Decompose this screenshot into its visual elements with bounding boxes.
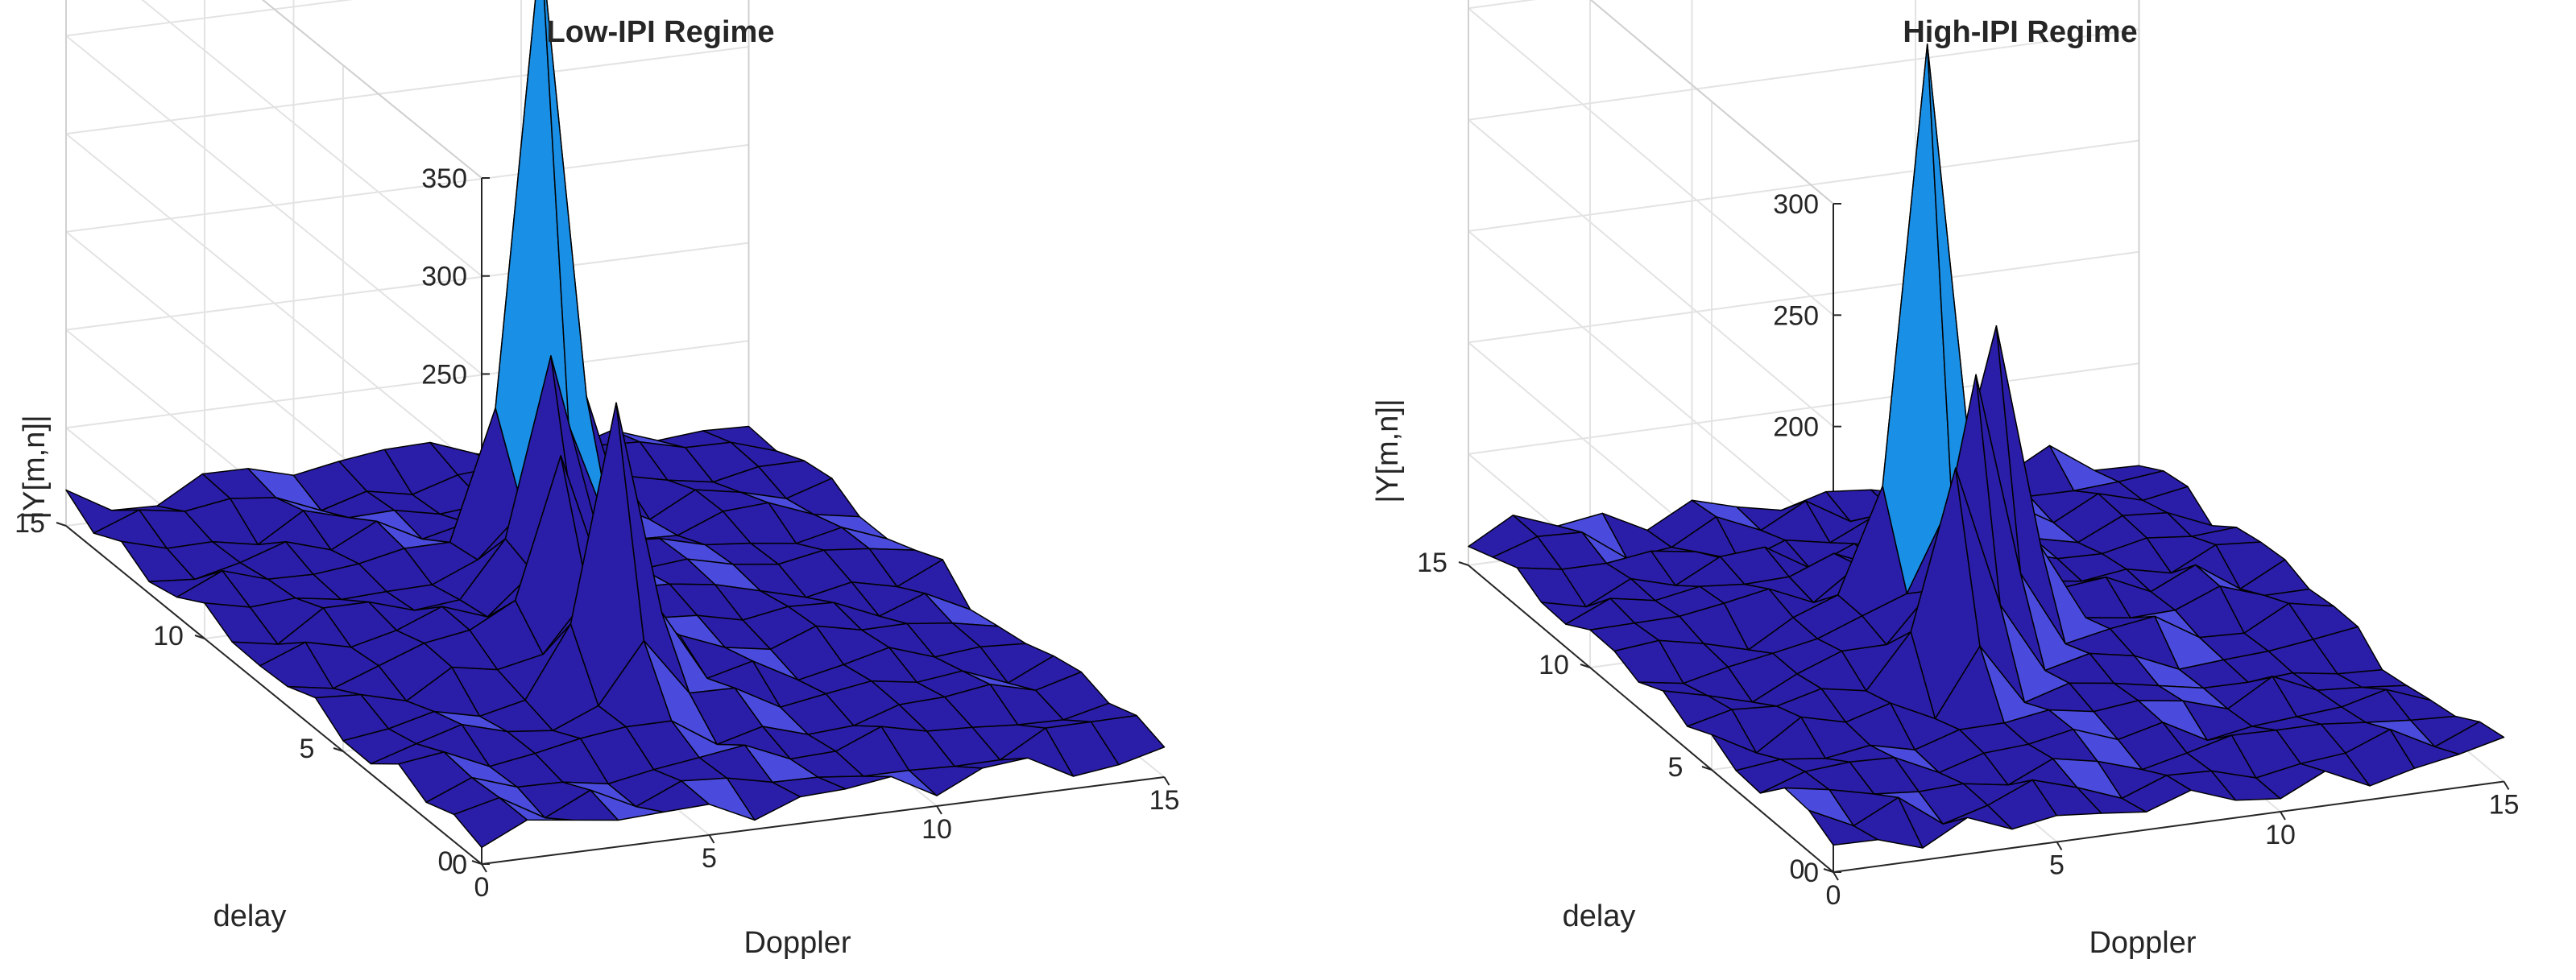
high-ipi-surface-plot: 050100150200250300051015051015High-IPI R… (1371, 0, 2519, 960)
y-axis-line (65, 525, 482, 865)
x-tick-mark (481, 863, 487, 873)
z-tick-label: 200 (1773, 412, 1819, 443)
y-tick-mark (1458, 561, 1469, 566)
y-axis-label: delay (1563, 899, 1636, 933)
x-tick-mark (2503, 780, 2510, 791)
gridline (1468, 28, 2139, 121)
x-tick-mark (2056, 841, 2063, 851)
axis-box-edge (261, 0, 482, 179)
y-axis-label: delay (213, 899, 287, 933)
gridline (65, 242, 749, 331)
y-tick-label: 15 (1417, 548, 1447, 578)
x-axis-line (1833, 780, 2504, 873)
surface-patch (2434, 721, 2505, 755)
gridline (65, 133, 482, 473)
surface-mesh (1468, 43, 2505, 849)
y-tick-mark (56, 522, 67, 527)
x-tick-mark (1163, 776, 1170, 786)
gridline (1589, 0, 1834, 205)
gridline (1468, 7, 1834, 316)
z-tick-label: 0 (1804, 858, 1819, 888)
gridline (65, 340, 749, 429)
gridline (65, 143, 749, 233)
x-tick-mark (708, 834, 715, 844)
y-tick-label: 5 (300, 734, 315, 764)
gridline (1468, 139, 2139, 232)
gridline (1468, 362, 2139, 455)
x-axis-line (481, 776, 1165, 865)
plot-title: High-IPI Regime (1903, 15, 2137, 49)
y-tick-label: 10 (153, 621, 184, 651)
x-tick-mark (2280, 811, 2286, 821)
z-tick-label: 350 (421, 163, 467, 194)
x-tick-label: 5 (702, 843, 717, 874)
z-tick-label: 250 (421, 359, 467, 390)
y-tick-label: 10 (1539, 650, 1569, 680)
y-tick-mark (1580, 664, 1591, 668)
x-tick-mark (936, 805, 942, 815)
gridline (65, 0, 354, 37)
x-tick-label: 10 (2265, 820, 2296, 850)
x-tick-label: 0 (1826, 880, 1841, 911)
gridline (65, 46, 749, 135)
gridline (1468, 0, 1536, 10)
y-tick-label: 0 (438, 846, 453, 877)
y-tick-mark (1701, 766, 1713, 771)
x-tick-label: 10 (921, 814, 952, 845)
y-tick-mark (333, 747, 344, 752)
surface-patch (1882, 43, 1953, 594)
x-tick-mark (1833, 871, 1839, 881)
x-axis-label: Doppler (2089, 926, 2196, 960)
x-tick-label: 15 (1149, 785, 1180, 816)
y-tick-label: 5 (1668, 752, 1684, 783)
plot-title: Low-IPI Regime (547, 15, 775, 49)
x-tick-label: 5 (2049, 850, 2065, 881)
y-tick-label: 0 (1790, 854, 1805, 885)
gridline (1468, 118, 1834, 428)
x-axis-label: Doppler (743, 926, 851, 960)
gridline (1468, 250, 2139, 344)
low-ipi-surface-plot: 050100150200250300350051015051015Low-IPI… (14, 0, 1179, 960)
z-tick-label: 300 (421, 262, 467, 292)
y-tick-mark (471, 860, 482, 865)
y-tick-mark (194, 635, 205, 639)
surface-patch (1090, 714, 1166, 766)
z-tick-label: 300 (1773, 189, 1819, 220)
gridline (1468, 230, 1834, 539)
z-axis-label: |Y[m,n]| (1371, 399, 1405, 503)
y-tick-mark (1823, 868, 1834, 873)
gridline (65, 35, 482, 375)
surface-patch (908, 765, 984, 796)
z-axis-label: |Y[m,n]| (18, 415, 52, 519)
x-tick-label: 15 (2489, 790, 2520, 821)
z-tick-label: 250 (1773, 300, 1819, 331)
x-tick-label: 0 (474, 872, 490, 903)
y-axis-line (1468, 564, 1834, 873)
y-tick-label: 15 (14, 508, 45, 539)
gridline (141, 0, 482, 277)
surface-mesh (65, 0, 1166, 849)
axis-box-edge (1589, 0, 1834, 205)
z-tick-label: 0 (452, 850, 467, 880)
